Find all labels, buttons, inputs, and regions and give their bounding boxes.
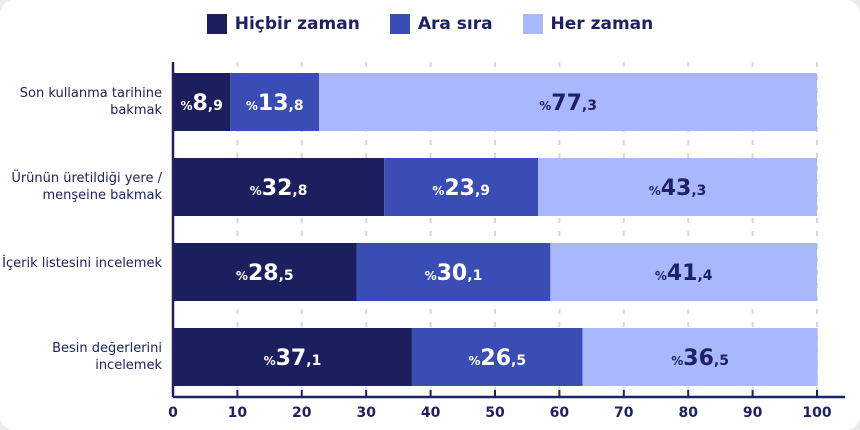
legend: Hiçbir zaman Ara sıra Her zaman (0, 14, 860, 34)
bar-segment (173, 158, 385, 216)
x-tick-label: 70 (614, 405, 634, 421)
x-tick-label: 90 (743, 405, 763, 421)
legend-label: Ara sıra (417, 14, 493, 34)
x-tick-label: 0 (168, 405, 178, 421)
bar-segment (582, 328, 818, 386)
bar-segment (538, 158, 817, 216)
legend-swatch (389, 14, 410, 34)
data-label: %26,5 (468, 346, 526, 371)
data-label: %30,1 (425, 261, 483, 286)
bar-segment (230, 73, 320, 131)
data-label: %77,3 (539, 91, 597, 116)
bar-segment (173, 243, 357, 301)
data-label: %43,3 (649, 176, 707, 201)
data-label: %41,4 (655, 261, 713, 286)
data-label: %8,9 (180, 91, 222, 116)
bar-segment (550, 243, 817, 301)
legend-swatch (522, 14, 543, 34)
bar-segment (411, 328, 583, 386)
bar-segment (173, 328, 412, 386)
data-label: %23,9 (432, 176, 490, 201)
legend-label: Hiçbir zaman (234, 14, 360, 34)
x-tick-label: 50 (485, 405, 505, 421)
bar-segment (319, 73, 817, 131)
data-label: %13,8 (246, 91, 304, 116)
bar-segment (173, 73, 231, 131)
bar-segment (384, 158, 539, 216)
x-tick-label: 80 (678, 405, 698, 421)
category-label: Besin değerlerini incelemek (52, 341, 162, 373)
x-tick-label: 20 (292, 405, 312, 421)
x-tick-label: 10 (228, 405, 248, 421)
category-label: İçerik listesini incelemek (2, 256, 162, 271)
bar-segment (356, 243, 551, 301)
data-label: %37,1 (264, 346, 322, 371)
legend-label: Her zaman (550, 14, 654, 34)
category-label: Ürünün üretildiği yere / menşeine bakmak (11, 171, 162, 203)
x-tick-label: 30 (356, 405, 376, 421)
x-tick-label: 60 (550, 405, 570, 421)
data-label: %36,5 (671, 346, 729, 371)
x-tick-label: 100 (802, 405, 831, 421)
legend-item-sometimes: Ara sıra (389, 14, 493, 34)
category-label: Son kullanma tarihine bakmak (19, 86, 162, 118)
x-tick-label: 40 (421, 405, 441, 421)
legend-item-always: Her zaman (522, 14, 654, 34)
legend-item-never: Hiçbir zaman (206, 14, 360, 34)
legend-swatch (206, 14, 227, 34)
data-label: %28,5 (236, 261, 294, 286)
data-label: %32,8 (250, 176, 308, 201)
